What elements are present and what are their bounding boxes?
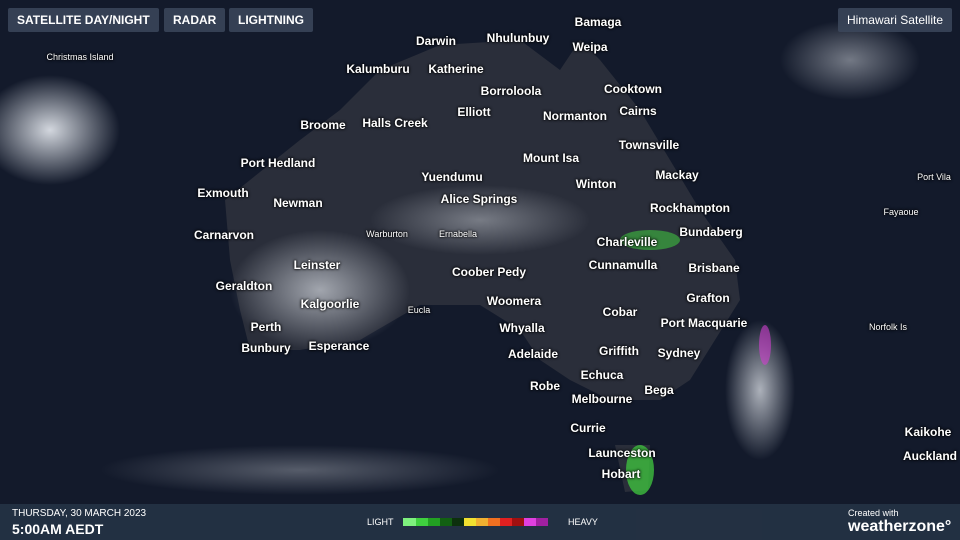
city-label: Geraldton <box>215 279 273 293</box>
city-label: Winton <box>575 177 617 191</box>
city-label: Mount Isa <box>523 151 579 165</box>
city-label: Weipa <box>572 40 608 54</box>
city-label: Kaikohe <box>904 425 952 439</box>
city-label: Halls Creek <box>362 116 428 130</box>
place-label: Port Vila <box>917 172 951 182</box>
city-label: Broome <box>300 118 346 132</box>
city-label: Mackay <box>655 168 699 182</box>
city-label: Echuca <box>580 368 624 382</box>
city-label: Coober Pedy <box>451 265 527 279</box>
city-label: Alice Springs <box>440 192 518 206</box>
city-label: Cunnamulla <box>588 258 658 272</box>
city-label: Newman <box>273 196 323 210</box>
city-label: Cobar <box>602 305 638 319</box>
satellite-button[interactable]: SATELLITE DAY/NIGHT <box>8 8 159 32</box>
city-label: Woomera <box>486 294 542 308</box>
city-label: Adelaide <box>507 347 559 361</box>
city-label: Yuendumu <box>421 170 483 184</box>
city-label: Bunbury <box>241 341 291 355</box>
place-label: Fayaoue <box>883 207 919 217</box>
legend-low: LIGHT <box>367 517 394 527</box>
city-label: Brisbane <box>688 261 740 275</box>
city-label: Kalgoorlie <box>300 297 360 311</box>
footer-bar: THURSDAY, 30 MARCH 2023 5:00AM AEDT LIGH… <box>0 504 960 540</box>
place-label: Warburton <box>366 229 408 239</box>
city-label: Hobart <box>601 467 641 481</box>
layer-button[interactable]: Himawari Satellite <box>837 8 952 32</box>
city-label: Perth <box>250 320 282 334</box>
time: 5:00AM AEDT <box>12 521 104 537</box>
city-label: Elliott <box>457 105 491 119</box>
city-label: Leinster <box>293 258 341 272</box>
city-label: Kalumburu <box>346 62 410 76</box>
city-label: Townsville <box>618 138 680 152</box>
city-label: Nhulunbuy <box>486 31 550 45</box>
city-label: Cooktown <box>604 82 662 96</box>
city-label: Rockhampton <box>649 201 731 215</box>
city-label: Carnarvon <box>193 228 255 242</box>
city-label: Exmouth <box>197 186 249 200</box>
credit: Created with <box>848 508 899 518</box>
brand: weatherzone° <box>848 518 952 535</box>
place-label: Eucla <box>407 305 431 315</box>
place-label: Ernabella <box>438 229 478 239</box>
city-label: Port Hedland <box>240 156 316 170</box>
city-label: Launceston <box>588 446 656 460</box>
lightning-button[interactable]: LIGHTNING <box>229 8 313 32</box>
legend-high: HEAVY <box>568 517 598 527</box>
city-label: Bamaga <box>574 15 622 29</box>
city-label: Robe <box>530 379 560 393</box>
radar-button[interactable]: RADAR <box>164 8 226 32</box>
city-label: Whyalla <box>499 321 545 335</box>
city-label: Borroloola <box>480 84 542 98</box>
city-label: Cairns <box>619 104 657 118</box>
city-label: Griffith <box>599 344 639 358</box>
city-label: Port Macquarie <box>660 316 748 330</box>
city-label: Esperance <box>308 339 370 353</box>
city-label: Charleville <box>596 235 658 249</box>
city-label: Bega <box>644 383 674 397</box>
city-label: Darwin <box>415 34 457 48</box>
legend-scale <box>403 518 548 526</box>
city-label: Grafton <box>686 291 730 305</box>
city-label: Normanton <box>543 109 607 123</box>
city-label: Melbourne <box>571 392 633 406</box>
city-label: Currie <box>570 421 606 435</box>
city-label: Bundaberg <box>679 225 743 239</box>
city-label: Auckland <box>902 449 958 463</box>
date: THURSDAY, 30 MARCH 2023 <box>12 508 147 519</box>
city-label: Katherine <box>428 62 484 76</box>
place-label: Norfolk Is <box>868 322 908 332</box>
city-label: Sydney <box>657 346 701 360</box>
place-label: Christmas Island <box>46 52 114 62</box>
